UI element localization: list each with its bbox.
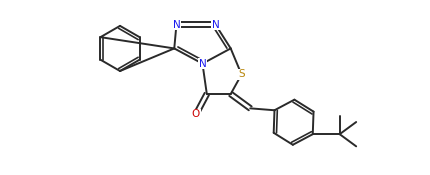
- Text: S: S: [238, 69, 244, 79]
- Text: N: N: [211, 20, 219, 30]
- Text: O: O: [191, 109, 200, 119]
- Text: N: N: [172, 20, 180, 30]
- Text: N: N: [198, 59, 206, 69]
